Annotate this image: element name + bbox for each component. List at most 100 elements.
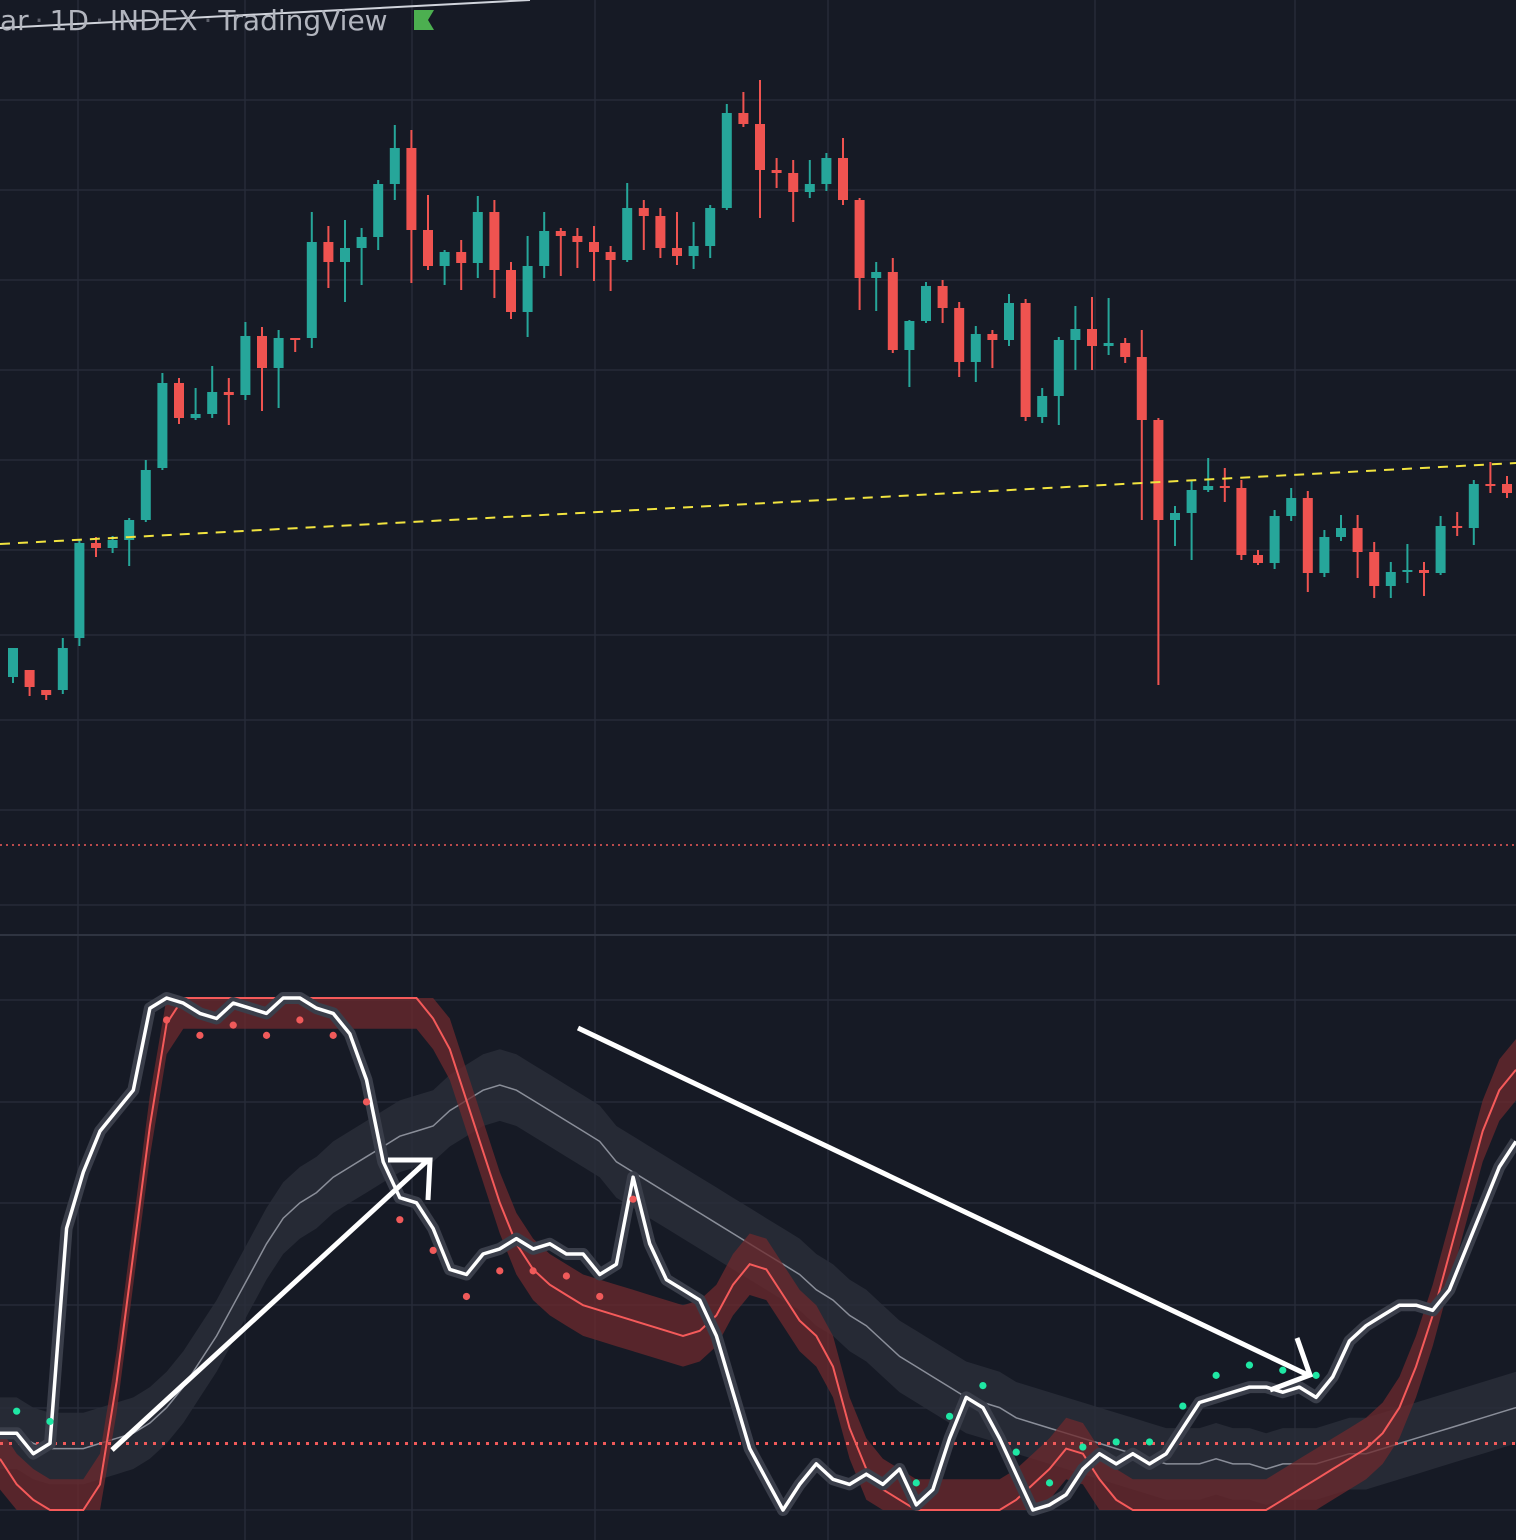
candle-body — [622, 208, 633, 260]
candle-body — [1502, 484, 1512, 493]
candle-body — [672, 248, 682, 256]
candle-body — [1352, 528, 1363, 552]
candle-body — [871, 272, 882, 278]
signal-dot-red — [262, 1031, 271, 1039]
candle-body — [74, 543, 85, 638]
candle-body — [373, 184, 384, 237]
signal-dot-green — [1079, 1443, 1087, 1451]
candle-body — [987, 334, 998, 340]
candle-body — [1236, 488, 1247, 555]
up-arrow — [110, 1158, 430, 1452]
candle-body — [1087, 329, 1097, 346]
candle-body — [572, 236, 583, 242]
signal-dot-red — [629, 1195, 637, 1203]
candle-body — [8, 648, 18, 677]
signal-dot-green — [1279, 1366, 1287, 1374]
candle-body — [937, 286, 948, 308]
signal-dot-green — [1212, 1371, 1220, 1379]
interval-label[interactable]: 1D — [49, 3, 89, 37]
signal-dot-green — [1179, 1402, 1187, 1410]
candle-body — [273, 338, 284, 368]
signal-dot-red — [362, 1098, 371, 1106]
signal-dot-green — [945, 1412, 954, 1420]
candle-body — [472, 212, 483, 263]
candle-body — [41, 690, 52, 695]
candle-body — [423, 230, 433, 266]
candle-body — [1170, 513, 1180, 520]
candle-body — [190, 414, 201, 418]
candle-body — [290, 338, 301, 340]
chart-title-bar: ar · 1D · INDEX · TradingView — [0, 0, 436, 40]
candle-body — [1053, 340, 1064, 396]
candle-body — [439, 252, 450, 266]
candle-body — [1286, 498, 1297, 516]
down-arrow — [576, 1025, 1310, 1378]
signal-dot-green — [979, 1382, 987, 1390]
signal-dot-red — [562, 1272, 571, 1280]
candle-body — [323, 242, 334, 262]
candle-body — [140, 470, 151, 520]
signal-dot-green — [1012, 1448, 1020, 1456]
candle-body — [1302, 498, 1313, 573]
signal-dot-red — [529, 1267, 537, 1275]
candle-body — [174, 383, 184, 418]
candle-body — [954, 308, 965, 362]
candle-body — [1203, 486, 1214, 490]
candle-body — [705, 208, 716, 246]
signal-dot-green — [1145, 1438, 1154, 1446]
signal-dot-red — [229, 1021, 237, 1029]
candle-body — [1186, 490, 1197, 513]
symbol-name[interactable]: ar — [0, 3, 29, 37]
candle-body — [854, 200, 865, 278]
candle-body — [1402, 570, 1413, 572]
candle-body — [821, 158, 832, 184]
candle-body — [804, 184, 815, 192]
candle-body — [887, 272, 898, 350]
candle-body — [555, 231, 566, 236]
candle-body — [904, 321, 915, 350]
candle-body — [1020, 303, 1031, 417]
flag-icon[interactable] — [412, 9, 436, 31]
candle-body — [91, 543, 101, 548]
separator: · — [34, 3, 44, 37]
candle-body — [1153, 420, 1164, 520]
candle-body — [1070, 329, 1081, 340]
candle-body — [157, 383, 168, 468]
signal-dot-red — [162, 1016, 171, 1024]
trendline — [0, 462, 1516, 545]
main-line — [0, 996, 1516, 1512]
candle-body — [522, 266, 533, 312]
signal-dot-green — [46, 1417, 54, 1426]
candle-body — [688, 246, 699, 256]
signal-dot-red — [329, 1031, 337, 1039]
candle-body — [406, 148, 417, 230]
candle-body — [1037, 396, 1048, 417]
candle-body — [1319, 537, 1330, 573]
signal-dot-red — [196, 1031, 204, 1039]
candle-body — [1419, 570, 1429, 573]
candle-body — [389, 148, 400, 184]
candle-body — [306, 242, 317, 338]
candle-body — [1369, 552, 1380, 586]
candle-body — [240, 336, 251, 395]
signal-line — [0, 997, 1516, 1511]
candle-body — [356, 237, 367, 248]
candle-body — [970, 334, 981, 362]
candle-body — [1336, 528, 1346, 537]
candle-body — [1253, 555, 1263, 563]
candle-body — [340, 248, 350, 262]
candle-body — [638, 208, 649, 216]
candle-body — [921, 286, 931, 321]
candle-body — [456, 252, 467, 263]
exchange-label: INDEX — [109, 3, 198, 37]
signal-dot-green — [13, 1407, 21, 1415]
candle-body — [838, 158, 848, 200]
signal-dot-red — [429, 1246, 437, 1254]
signal-dot-green — [1045, 1479, 1054, 1487]
candle-body — [738, 113, 749, 124]
signal-dot-red — [462, 1292, 471, 1301]
signal-dot-red — [596, 1292, 604, 1301]
up-arrow-head — [388, 1157, 433, 1201]
candle-body — [223, 392, 234, 395]
